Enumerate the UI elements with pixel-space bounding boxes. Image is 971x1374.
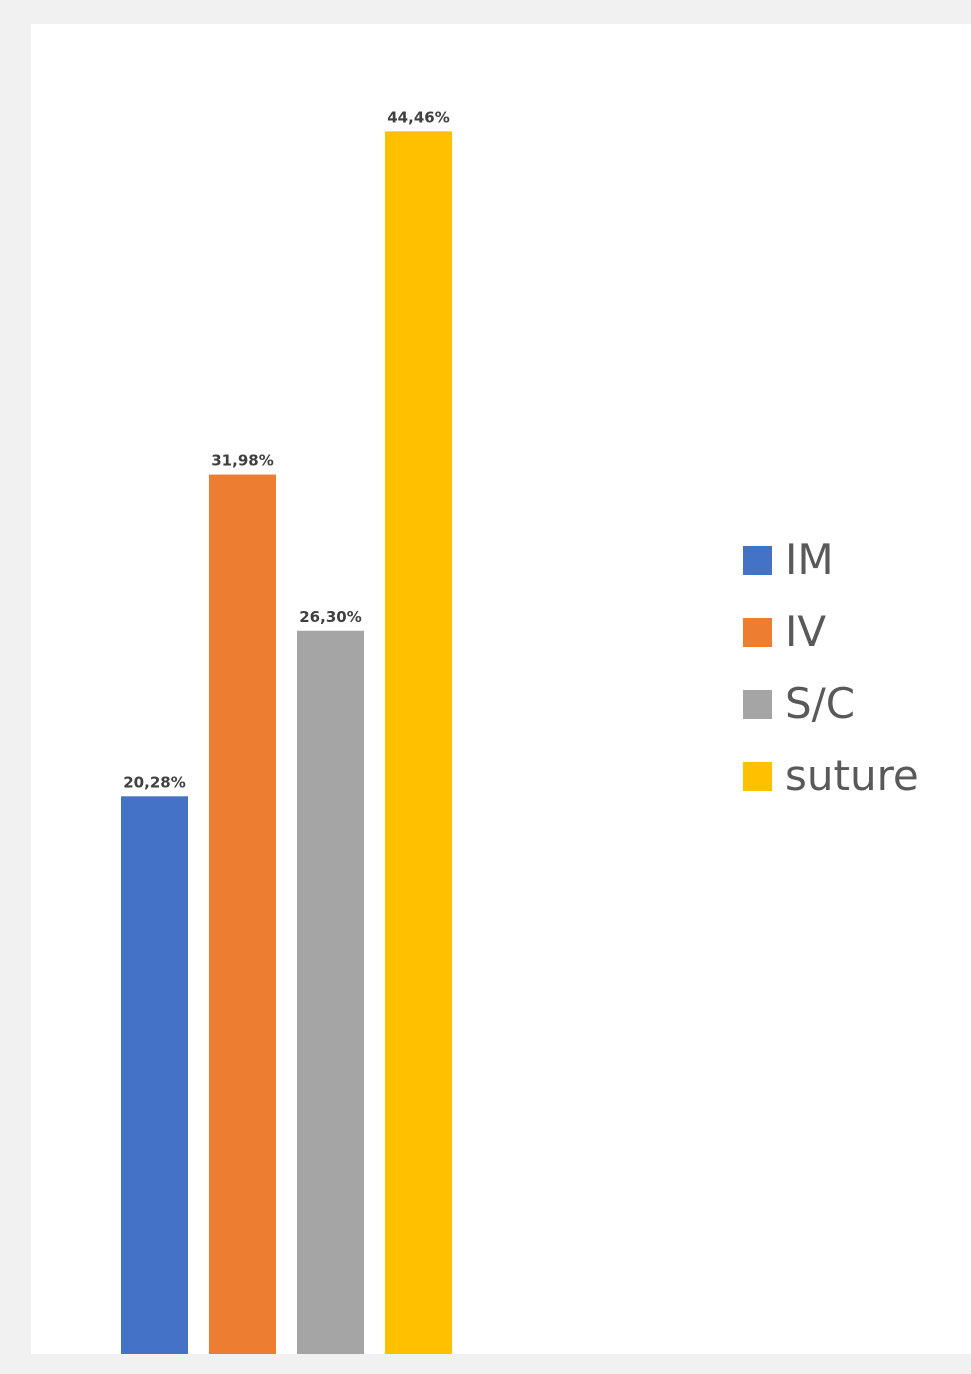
legend-swatch-iv: [743, 617, 772, 647]
bar-chart: 20,28% 31,98% 26,30% 44,46%: [121, 108, 452, 1354]
legend-swatch-suture: [743, 761, 772, 791]
legend-label-suture: suture: [785, 751, 919, 800]
legend-label-sc: S/C: [785, 679, 856, 728]
bar-suture: [385, 131, 452, 1354]
data-label-im: 20,28%: [123, 773, 185, 791]
legend-item-im: IM: [743, 524, 919, 596]
legend-label-iv: IV: [785, 607, 827, 656]
bar-im: [121, 796, 188, 1354]
legend-item-suture: suture: [743, 740, 919, 812]
bar-iv: [209, 474, 276, 1354]
chart-area: 20,28% 31,98% 26,30% 44,46% IM IV S/C sutur…: [31, 24, 971, 1354]
legend: IM IV S/C suture: [743, 524, 919, 812]
legend-label-im: IM: [785, 535, 834, 584]
legend-swatch-im: [743, 545, 772, 575]
legend-swatch-sc: [743, 689, 772, 719]
data-label-sc: 26,30%: [299, 608, 361, 626]
data-label-suture: 44,46%: [387, 108, 449, 126]
legend-item-iv: IV: [743, 596, 919, 668]
bar-sc: [297, 630, 364, 1354]
legend-item-sc: S/C: [743, 668, 919, 740]
data-label-iv: 31,98%: [211, 452, 273, 470]
